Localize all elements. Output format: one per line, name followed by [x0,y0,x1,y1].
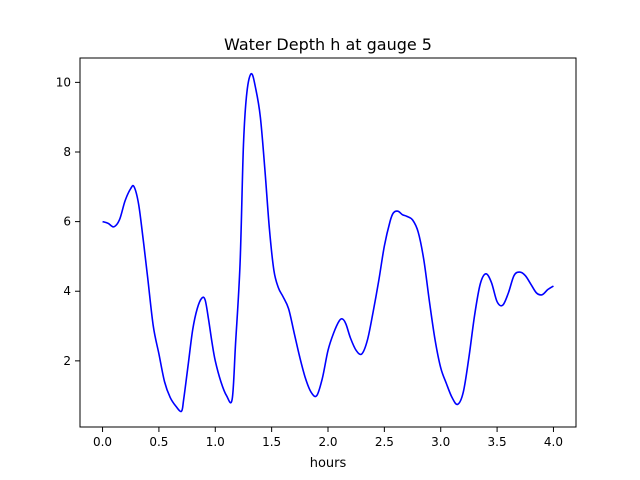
x-tick-label: 1.0 [206,435,225,449]
x-tick-label: 0.5 [149,435,168,449]
series-layer [102,72,554,413]
y-tick-label: 8 [63,145,71,159]
x-axis-ticks: 0.0 0.5 1.0 1.5 2.0 2.5 3.0 3.5 4.0 [93,427,563,449]
x-tick-label: 2.5 [375,435,394,449]
x-tick-label: 0.0 [93,435,112,449]
y-tick-label: 4 [63,284,71,298]
x-tick-label: 3.5 [488,435,507,449]
x-tick-label: 3.0 [431,435,450,449]
plot-frame [79,57,577,428]
x-tick-label: 2.0 [318,435,337,449]
y-tick-label: 10 [56,75,71,89]
y-tick-label: 6 [63,215,71,229]
chart-title: Water Depth h at gauge 5 [224,35,432,54]
y-axis-ticks: 2 4 6 8 10 [56,75,80,368]
x-tick-label: 1.5 [262,435,281,449]
x-axis-label: hours [310,456,347,471]
series-line-0 [102,72,554,413]
y-tick-label: 2 [63,354,71,368]
x-tick-label: 4.0 [544,435,563,449]
